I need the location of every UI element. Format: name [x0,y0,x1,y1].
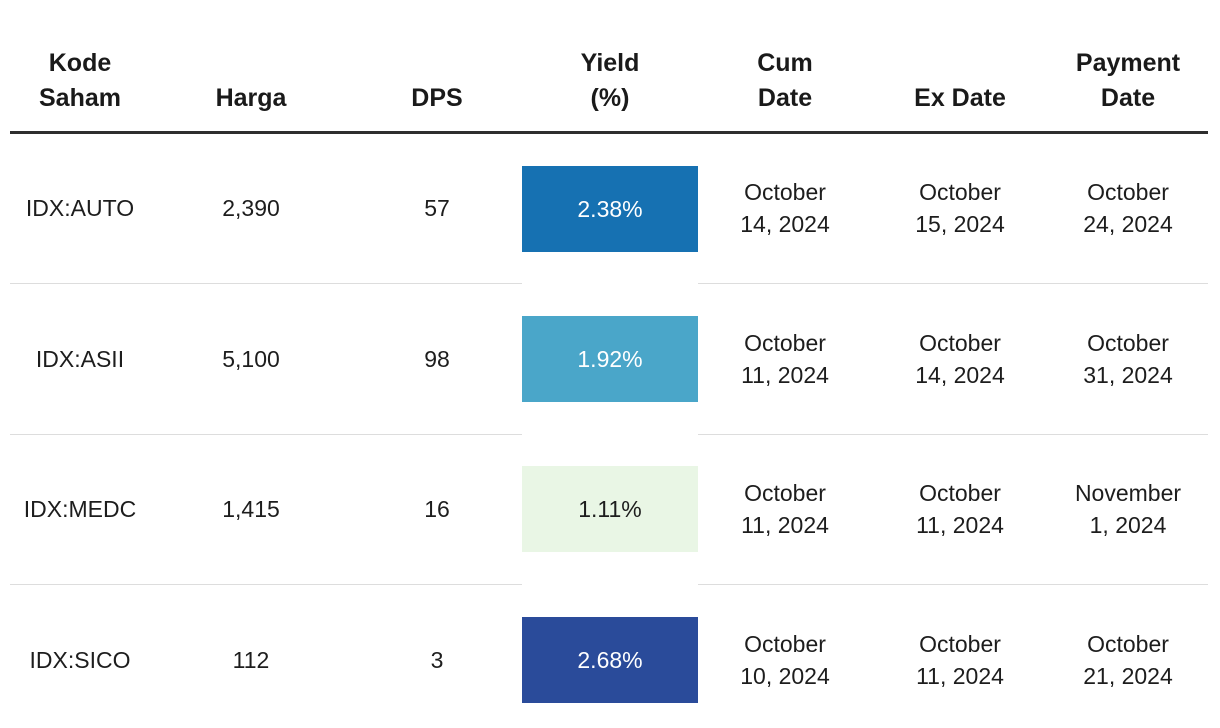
col-header-payment-date: Payment Date [1048,0,1208,134]
cell-yield: 1.92% [522,284,698,434]
cell-cum-date: October 11, 2024 [698,283,872,435]
col-header-harga: Harga [150,0,352,134]
cell-payment-date: October 21, 2024 [1048,584,1208,728]
cell-ex-date: October 15, 2024 [915,179,1005,238]
yield-heatmap-cell: 1.11% [522,466,698,553]
yield-heatmap-cell: 2.38% [522,165,698,252]
cell-yield: 2.38% [522,132,698,284]
cell-ex-date: October 14, 2024 [872,283,1048,435]
cell-ex-date: October 11, 2024 [872,584,1048,728]
table-header: Kode Saham Harga DPS Yield (%) Cum Date … [10,0,1208,134]
cell-cum-date: October 10, 2024 [698,584,872,728]
cell-cum-date: October 11, 2024 [698,433,872,585]
table-row: IDX:AUTO 2,390 57 2.38% October 14, 2024… [10,132,1208,284]
col-header-kode-saham: Kode Saham [10,0,150,134]
yield-heatmap-cell: 2.68% [522,616,698,703]
cell-yield: 1.11% [522,434,698,584]
table-row: IDX:MEDC 1,415 16 1.11% October 11, 2024… [10,433,1208,585]
cell-harga: 112 [150,584,352,728]
cell-ex-date: October 11, 2024 [872,433,1048,585]
col-header-ex-date: Ex Date [872,0,1048,134]
dividend-table: Kode Saham Harga DPS Yield (%) Cum Date … [10,0,1208,728]
cell-harga: 2,390 [222,195,280,222]
table-body: IDX:AUTO 2,390 57 2.38% October 14, 2024… [10,132,1208,728]
yield-heatmap-cell: 1.92% [522,316,698,403]
cell-cum-date: October 14, 2024 [740,179,830,238]
cell-yield: 2.68% [522,585,698,728]
cell-dps: 3 [352,584,522,728]
col-header-yield: Yield (%) [522,0,698,134]
table-row: IDX:ASII 5,100 98 1.92% October 11, 2024… [10,283,1208,435]
cell-dps: 98 [352,283,522,435]
cell-payment-date: October 24, 2024 [1083,179,1173,238]
col-header-cum-date: Cum Date [698,0,872,134]
cell-kode-saham: IDX:AUTO [25,195,135,222]
cell-dps: 16 [352,433,522,585]
col-header-dps: DPS [352,0,522,134]
cell-payment-date: October 31, 2024 [1048,283,1208,435]
table-row: IDX:SICO 112 3 2.68% October 10, 2024 Oc… [10,584,1208,728]
cell-kode-saham: IDX:MEDC [10,433,150,585]
cell-harga: 1,415 [150,433,352,585]
cell-kode-saham: IDX:ASII [10,283,150,435]
cell-kode-saham: IDX:SICO [10,584,150,728]
header-row: Kode Saham Harga DPS Yield (%) Cum Date … [10,0,1208,134]
cell-payment-date: November 1, 2024 [1048,433,1208,585]
cell-dps: 57 [424,195,450,222]
cell-harga: 5,100 [150,283,352,435]
